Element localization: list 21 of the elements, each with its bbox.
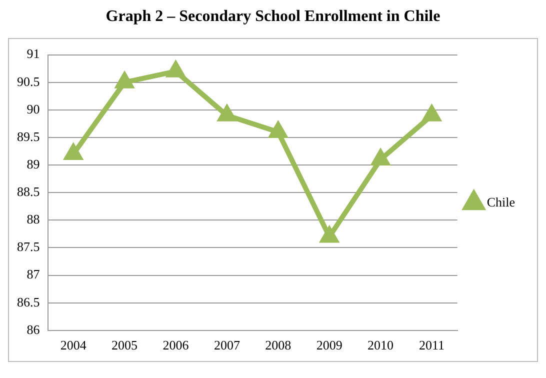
y-tick-label: 87.5 (17, 239, 40, 254)
y-tick-label: 90 (26, 101, 40, 116)
y-tick-label: 88.5 (17, 184, 40, 200)
y-tick-label: 88 (26, 212, 40, 227)
y-tick-label: 89.5 (17, 128, 40, 144)
y-tick-label: 86 (26, 322, 40, 337)
x-tick-label: 2005 (112, 338, 138, 353)
y-tick-label: 86.5 (17, 294, 40, 310)
x-tick-label: 2011 (418, 338, 444, 353)
x-tick-label: 2010 (368, 338, 394, 353)
chart-title: Graph 2 – Secondary School Enrollment in Chile (104, 8, 442, 26)
y-tick-label: 90.5 (17, 74, 40, 89)
x-tick-label: 2006 (162, 338, 190, 353)
x-tick-label: 2004 (60, 338, 87, 353)
x-tick-label: 2008 (265, 338, 292, 353)
y-tick-label: 87 (26, 266, 40, 282)
x-tick-label: 2007 (214, 338, 240, 353)
y-tick-label: 89 (26, 156, 40, 172)
legend-label: Chile (486, 194, 516, 210)
y-tick-label: 91 (26, 46, 40, 62)
x-tick-label: 2009 (316, 338, 342, 353)
